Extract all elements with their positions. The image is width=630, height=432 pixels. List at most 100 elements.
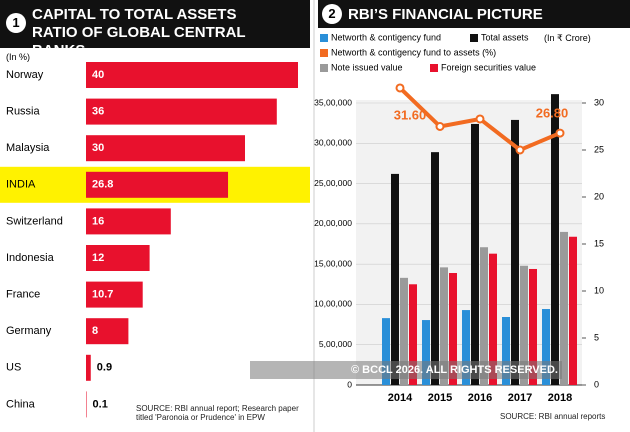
- x-tick-label: 2014: [388, 392, 413, 404]
- bar: [86, 281, 143, 308]
- legend-swatch: [320, 34, 328, 42]
- y-tick-label: 5,00,000: [319, 339, 352, 349]
- bar: [409, 284, 417, 385]
- line-point: [475, 114, 485, 124]
- category-label: Germany: [6, 325, 52, 337]
- badge: 1: [6, 13, 26, 33]
- category-label: Norway: [6, 69, 44, 81]
- y-tick-label: 15,00,000: [314, 258, 352, 268]
- category-label: INDIA: [6, 179, 36, 191]
- value-label: 12: [92, 252, 104, 264]
- bar: [431, 152, 439, 385]
- source: SOURCE: RBI annual reports: [500, 412, 606, 421]
- y2-tick-label: 20: [594, 191, 604, 201]
- bar: [86, 245, 150, 271]
- data-label: 31.60: [394, 107, 427, 122]
- category-label: China: [6, 398, 36, 410]
- title-bar: [318, 0, 630, 28]
- x-tick-label: 2016: [468, 392, 492, 404]
- value-label: 40: [92, 69, 104, 81]
- badge: 2: [322, 4, 342, 24]
- bar: [471, 123, 479, 385]
- bar: [489, 253, 497, 385]
- bar: [520, 265, 528, 385]
- bar: [391, 173, 399, 385]
- legend-swatch: [320, 64, 328, 72]
- category-label: France: [6, 289, 40, 301]
- value-label: 30: [92, 142, 104, 154]
- bar: [569, 236, 577, 385]
- bar: [382, 318, 390, 385]
- y2-tick-label: 25: [594, 144, 604, 154]
- bar: [542, 309, 550, 385]
- value-label: 10.7: [92, 289, 113, 301]
- category-label: US: [6, 362, 21, 374]
- bar: [511, 119, 519, 386]
- data-label: 26.80: [536, 106, 569, 121]
- title-bar: [0, 0, 310, 48]
- x-tick-label: 2018: [548, 392, 572, 404]
- value-label: 36: [92, 106, 104, 118]
- value-label: 8: [92, 325, 98, 337]
- bar: [86, 98, 277, 125]
- y2-tick-label: 15: [594, 238, 604, 248]
- y2-tick-label: 0: [594, 379, 599, 389]
- chart-title: CAPITAL TO TOTAL ASSETS RATIO OF GLOBAL …: [32, 6, 246, 59]
- y2-tick-label: 10: [594, 285, 604, 295]
- legend-label: Total assets: [481, 32, 529, 42]
- category-label: Switzerland: [6, 215, 63, 227]
- y-tick-label: 20,00,000: [314, 218, 352, 228]
- line-point: [515, 145, 525, 155]
- value-label: 16: [92, 215, 104, 227]
- bar: [400, 277, 408, 385]
- bar: [86, 391, 87, 418]
- y-tick-label: 0: [347, 379, 352, 389]
- bar: [86, 171, 229, 198]
- line-point: [555, 128, 565, 138]
- unit-label: (In ₹ Crore): [544, 33, 591, 43]
- bar: [449, 273, 457, 385]
- bar: [560, 231, 568, 385]
- line-point: [435, 122, 445, 131]
- category-label: Malaysia: [6, 142, 50, 154]
- value-label: 26.8: [92, 179, 113, 191]
- category-label: Russia: [6, 106, 41, 118]
- bar: [422, 320, 430, 385]
- x-tick-label: 2015: [428, 392, 452, 404]
- bar: [86, 135, 245, 162]
- y-tick-label: 35,00,000: [314, 97, 352, 107]
- bar: [502, 316, 510, 385]
- bar: [86, 354, 91, 381]
- y-tick-label: 25,00,000: [314, 178, 352, 188]
- legend-swatch: [320, 49, 328, 57]
- source: SOURCE: RBI annual report; Research pape…: [136, 404, 299, 422]
- y-tick-label: 30,00,000: [314, 138, 352, 148]
- bar: [86, 62, 298, 88]
- y2-tick-label: 5: [594, 332, 599, 342]
- bar: [462, 310, 470, 385]
- legend-label: Foreign securities value: [441, 62, 536, 72]
- x-tick-label: 2017: [508, 392, 532, 404]
- legend-label: Note issued value: [331, 62, 403, 72]
- legend-swatch: [470, 34, 478, 42]
- chart-title: RBI’S FINANCIAL PICTURE: [348, 6, 543, 23]
- value-label: 0.9: [97, 362, 112, 374]
- legend-label: Networth & contigency fund: [331, 32, 441, 42]
- watermark: © BCCL 2026. ALL RIGHTS RESERVED.: [250, 361, 562, 379]
- bar: [86, 318, 129, 345]
- unit-label: (In %): [6, 52, 31, 62]
- y2-tick-label: 30: [594, 97, 604, 107]
- category-label: Indonesia: [6, 252, 55, 264]
- line-point: [395, 83, 405, 93]
- legend-swatch: [430, 64, 438, 72]
- legend-label: Networth & contigency fund to assets (%): [331, 47, 496, 57]
- y-tick-label: 10,00,000: [314, 299, 352, 309]
- bar: [551, 94, 559, 385]
- value-label: 0.1: [93, 398, 108, 410]
- bar: [480, 247, 488, 385]
- bar: [529, 268, 537, 385]
- bar: [86, 208, 171, 235]
- bar: [440, 267, 448, 385]
